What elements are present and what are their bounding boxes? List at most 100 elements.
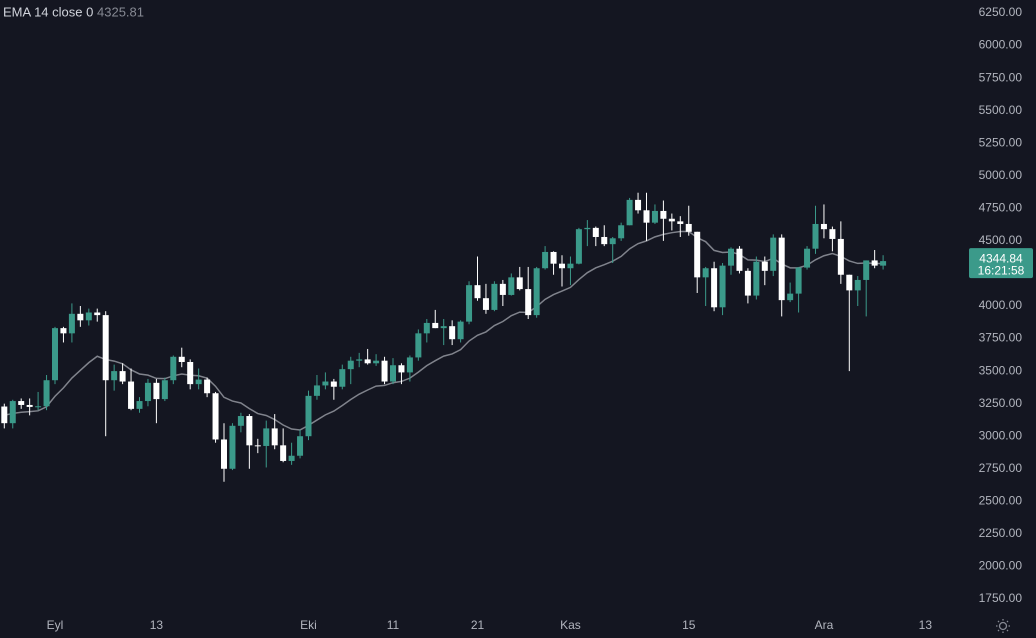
candle-body (364, 359, 371, 364)
candle-body (390, 365, 396, 382)
x-tick-label: 13 (150, 618, 164, 632)
candle-body (204, 379, 211, 394)
candle-body (229, 425, 236, 469)
candle-body (685, 223, 692, 232)
candle-body (736, 248, 743, 271)
x-tick-label: 13 (919, 618, 933, 632)
candle-body (161, 380, 168, 400)
candle-body (85, 312, 92, 321)
candle-body (651, 210, 658, 223)
candle-body (677, 221, 684, 224)
y-tick-label: 3500.00 (979, 363, 1023, 377)
x-tick-label: 21 (471, 618, 485, 632)
y-tick-label: 2750.00 (979, 461, 1023, 475)
candle-body (212, 393, 219, 440)
candle-body (542, 251, 549, 269)
y-tick-label: 5250.00 (979, 135, 1023, 149)
candle-body (35, 406, 42, 408)
candle-body (567, 263, 574, 269)
y-tick-label: 2250.00 (979, 526, 1023, 540)
indicator-value: 4325.81 (97, 4, 144, 19)
candle-body (618, 225, 625, 239)
candle-body (601, 236, 608, 245)
candle-body (288, 455, 295, 461)
candle-body (804, 248, 811, 268)
candle-body (373, 360, 380, 364)
x-tick-label: Kas (560, 618, 581, 632)
candle-body (466, 285, 473, 322)
countdown-label: 16:21:58 (978, 263, 1025, 277)
candle-body (871, 260, 878, 266)
candle-body (854, 279, 861, 291)
candle-body (795, 267, 802, 294)
candle-body (136, 401, 143, 409)
candle-body (297, 436, 304, 456)
y-tick-label: 3000.00 (979, 428, 1023, 442)
candle-body (423, 322, 430, 334)
last-price-badge (969, 248, 1033, 279)
candle-body (170, 356, 177, 381)
candle-body (398, 365, 405, 373)
candle-body (280, 445, 287, 461)
candle-body (482, 298, 489, 310)
candle-body (119, 371, 126, 382)
candle-body (837, 238, 844, 275)
y-tick-label: 4750.00 (979, 201, 1023, 215)
settings-icon[interactable] (996, 619, 1010, 633)
candle-body (339, 369, 346, 387)
candle-body (702, 268, 709, 278)
x-tick-label: 15 (682, 618, 696, 632)
candle-body (406, 357, 413, 373)
candle-body (575, 229, 582, 264)
candle-body (102, 315, 109, 381)
candle-body (1, 406, 8, 424)
y-tick-label: 4000.00 (979, 298, 1023, 312)
candle-body (711, 268, 718, 308)
candle-body (43, 380, 50, 407)
candle-body (330, 381, 337, 387)
y-tick-label: 4500.00 (979, 233, 1023, 247)
candle-body (195, 379, 202, 385)
icon-part (998, 621, 1008, 631)
candle-body (609, 238, 616, 245)
candle-body (660, 210, 667, 219)
candle-body (221, 439, 227, 469)
candle-body (753, 261, 760, 296)
candle-body (60, 328, 67, 334)
candle-body (254, 445, 261, 447)
candle-body (761, 261, 768, 271)
candle-body (516, 277, 523, 290)
candle-body (18, 401, 25, 405)
x-tick-label: Eyl (47, 618, 64, 632)
y-tick-label: 2500.00 (979, 493, 1023, 507)
y-tick-label: 5500.00 (979, 103, 1023, 117)
candle-body (347, 360, 354, 370)
candle-body (635, 199, 642, 211)
candle-body (778, 237, 785, 301)
candle-body (77, 313, 84, 321)
candle-body (144, 382, 151, 402)
candle-body (449, 326, 456, 340)
last-price-label: 4344.84 (979, 251, 1023, 265)
candle-body (525, 289, 532, 316)
candle-body (668, 218, 675, 222)
candle-body (322, 381, 329, 386)
candle-body (9, 401, 16, 424)
candle-body (94, 312, 101, 316)
candle-body (744, 270, 751, 296)
candle-body (263, 428, 270, 446)
candle-body (356, 359, 363, 361)
candle-body (508, 277, 515, 295)
x-tick-label: Eki (300, 618, 317, 632)
indicator-label: EMA 14 close 0 (3, 4, 93, 19)
candle-body (584, 227, 591, 230)
candle-body (457, 321, 464, 340)
x-tick-label: 11 (387, 618, 400, 632)
y-tick-label: 2000.00 (979, 559, 1023, 573)
y-tick-label: 6000.00 (979, 38, 1023, 52)
candle-body (305, 395, 312, 437)
candle-body (111, 371, 118, 381)
candle-body (728, 248, 734, 266)
candle-body (846, 274, 853, 291)
